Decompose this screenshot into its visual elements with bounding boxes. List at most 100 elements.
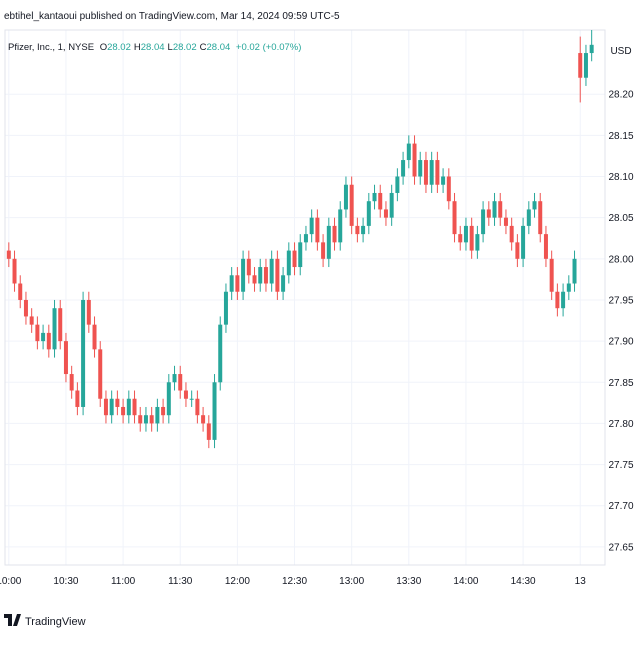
- candle-body: [75, 390, 80, 407]
- candle-body: [498, 201, 503, 218]
- legend-key: H: [134, 42, 141, 53]
- legend-key: L: [168, 42, 173, 53]
- candle-body: [235, 275, 240, 292]
- candle-body: [241, 258, 246, 292]
- y-tick-label: 27.95: [608, 295, 633, 306]
- candle-body: [23, 299, 28, 317]
- legend-key: C: [200, 42, 207, 53]
- candle-body: [452, 201, 457, 235]
- candle-body: [92, 324, 97, 350]
- candle-body: [63, 341, 68, 375]
- currency-label: USD: [610, 46, 631, 57]
- candle-body: [166, 382, 171, 416]
- candle-body: [149, 415, 154, 424]
- candle-body: [229, 275, 234, 292]
- x-tick-label: 10:00: [0, 576, 22, 587]
- candle-body: [578, 53, 583, 78]
- candle-body: [475, 234, 480, 251]
- candle-body: [286, 250, 291, 276]
- legend: Pfizer, Inc., 1, NYSE O28.02 H28.04 L28.02…: [8, 42, 301, 53]
- candle-body: [538, 201, 543, 235]
- x-tick-label: 12:00: [225, 576, 250, 587]
- candle-body: [223, 291, 228, 325]
- candle-body: [555, 291, 560, 309]
- candle-body: [18, 283, 23, 300]
- legend-change: +0.02 (+0.07%): [236, 42, 302, 53]
- candle-body: [263, 267, 268, 284]
- y-tick-label: 28.10: [608, 172, 633, 183]
- candle-body: [138, 415, 143, 424]
- candle-body: [526, 209, 531, 226]
- candle-body: [258, 267, 263, 284]
- candle-body: [446, 176, 451, 202]
- y-tick-label: 27.65: [608, 542, 633, 553]
- footer-logo: TradingView: [4, 614, 86, 628]
- candle-body: [115, 398, 120, 407]
- candle-body: [395, 176, 400, 193]
- x-tick-label: 13:00: [339, 576, 364, 587]
- candle-body: [143, 415, 148, 424]
- legend-symbol: Pfizer, Inc., 1, NYSE: [8, 42, 94, 53]
- candle-body: [172, 374, 177, 383]
- candle-body: [566, 283, 571, 292]
- candle-body: [429, 160, 434, 185]
- candle-body: [515, 242, 520, 259]
- candle-body: [361, 225, 366, 235]
- legend-ohlc: O28.02 H28.04 L28.02 C28.04: [100, 42, 231, 53]
- candle-body: [252, 275, 257, 284]
- x-tick-label: 14:30: [511, 576, 536, 587]
- candle-body: [109, 398, 114, 416]
- candle-body: [269, 258, 274, 284]
- y-tick-label: 27.90: [608, 337, 633, 348]
- candle-body: [366, 201, 371, 226]
- candle-body: [326, 225, 331, 259]
- candle-body: [406, 143, 411, 161]
- candle-body: [486, 209, 491, 218]
- legend-value: 28.04: [206, 42, 230, 53]
- candle-body: [435, 160, 440, 185]
- candle-body: [292, 250, 297, 268]
- candle-body: [503, 217, 508, 226]
- candle-body: [441, 176, 446, 185]
- candle-body: [463, 225, 468, 243]
- logo-icon: [4, 614, 21, 626]
- candle-body: [589, 44, 594, 54]
- x-tick-label: 14:00: [453, 576, 478, 587]
- candle-body: [418, 160, 423, 177]
- candle-body: [81, 299, 86, 407]
- candle-body: [532, 201, 537, 210]
- candle-body: [509, 225, 514, 243]
- publisher-header: ebtihel_kantaoui published on TradingVie…: [4, 11, 340, 22]
- candle-body: [401, 160, 406, 177]
- candle-body: [246, 258, 251, 276]
- candle-body: [332, 225, 337, 243]
- candle-body: [58, 308, 63, 342]
- candle-body: [161, 406, 166, 416]
- candle-body: [126, 398, 131, 416]
- candle-body: [315, 217, 320, 243]
- candle-body: [201, 415, 206, 424]
- candle-body: [309, 217, 314, 235]
- grid: [5, 30, 605, 565]
- candle-body: [132, 398, 137, 416]
- candle-body: [6, 250, 11, 259]
- candle-body: [52, 308, 57, 350]
- candle-body: [481, 209, 486, 235]
- candle-body: [155, 406, 160, 424]
- candle-body: [183, 390, 188, 399]
- candle-body: [372, 192, 377, 202]
- y-tick-label: 27.80: [608, 419, 633, 430]
- candle-body: [383, 209, 388, 218]
- axes: 27.65 27.70 27.75 27.80 27.85 27.90 27.95 28.00…: [0, 90, 634, 587]
- candle-body: [46, 332, 51, 350]
- y-tick-label: 28.15: [608, 131, 633, 142]
- candle-body: [281, 275, 286, 292]
- candle-body: [12, 258, 17, 284]
- candle-body: [218, 324, 223, 383]
- candle-body: [423, 160, 428, 185]
- candle-body: [275, 258, 280, 292]
- candle-body: [178, 374, 183, 391]
- candle-body: [98, 349, 103, 399]
- x-tick-label: 10:30: [53, 576, 78, 587]
